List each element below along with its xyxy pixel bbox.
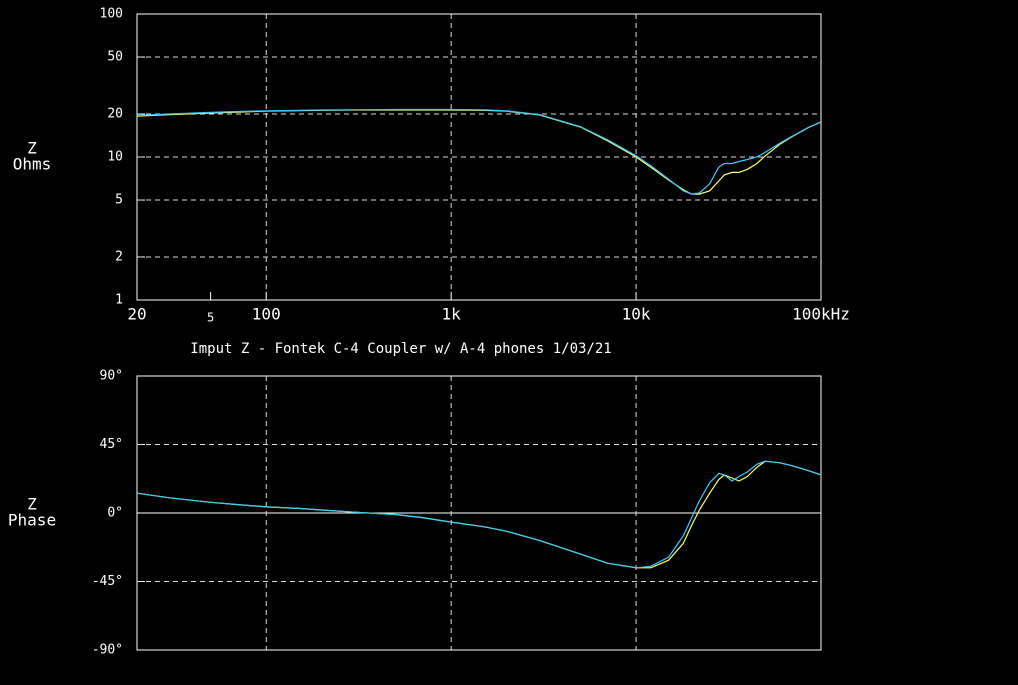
y-tick-label: -90°	[92, 643, 123, 658]
plot-frame	[136, 375, 822, 651]
y-tick-label: 20	[107, 106, 123, 121]
x-tick-label: 5	[207, 311, 214, 325]
y-tick-label: 50	[107, 50, 123, 65]
y-axis-label: Z	[27, 139, 37, 158]
x-tick-label: 1k	[442, 305, 462, 324]
y-tick-label: 0°	[107, 506, 123, 521]
y-tick-label: -45°	[92, 574, 123, 589]
series-line	[136, 108, 822, 195]
y-axis-label: Ohms	[13, 155, 52, 174]
y-tick-label: 45°	[100, 437, 123, 452]
y-tick-label: 2	[115, 249, 123, 264]
x-tick-label: 100kHz	[792, 305, 850, 324]
y-axis-label: Z	[27, 495, 37, 514]
series-line	[136, 109, 822, 195]
chart-title: Imput Z - Fontek C-4 Coupler w/ A-4 phon…	[190, 341, 611, 357]
y-tick-label: 100	[100, 7, 123, 22]
x-tick-label: 20	[127, 305, 146, 324]
y-tick-label: 10	[107, 150, 123, 165]
y-axis-label: Phase	[8, 511, 56, 530]
y-tick-label: 1	[115, 293, 123, 308]
series-line	[136, 460, 822, 569]
y-tick-label: 90°	[100, 369, 123, 384]
y-tick-label: 5	[115, 193, 123, 208]
x-tick-label: 100	[252, 305, 281, 324]
x-tick-label: 10k	[622, 305, 651, 324]
plot-frame	[136, 13, 822, 301]
series-line	[136, 460, 822, 569]
